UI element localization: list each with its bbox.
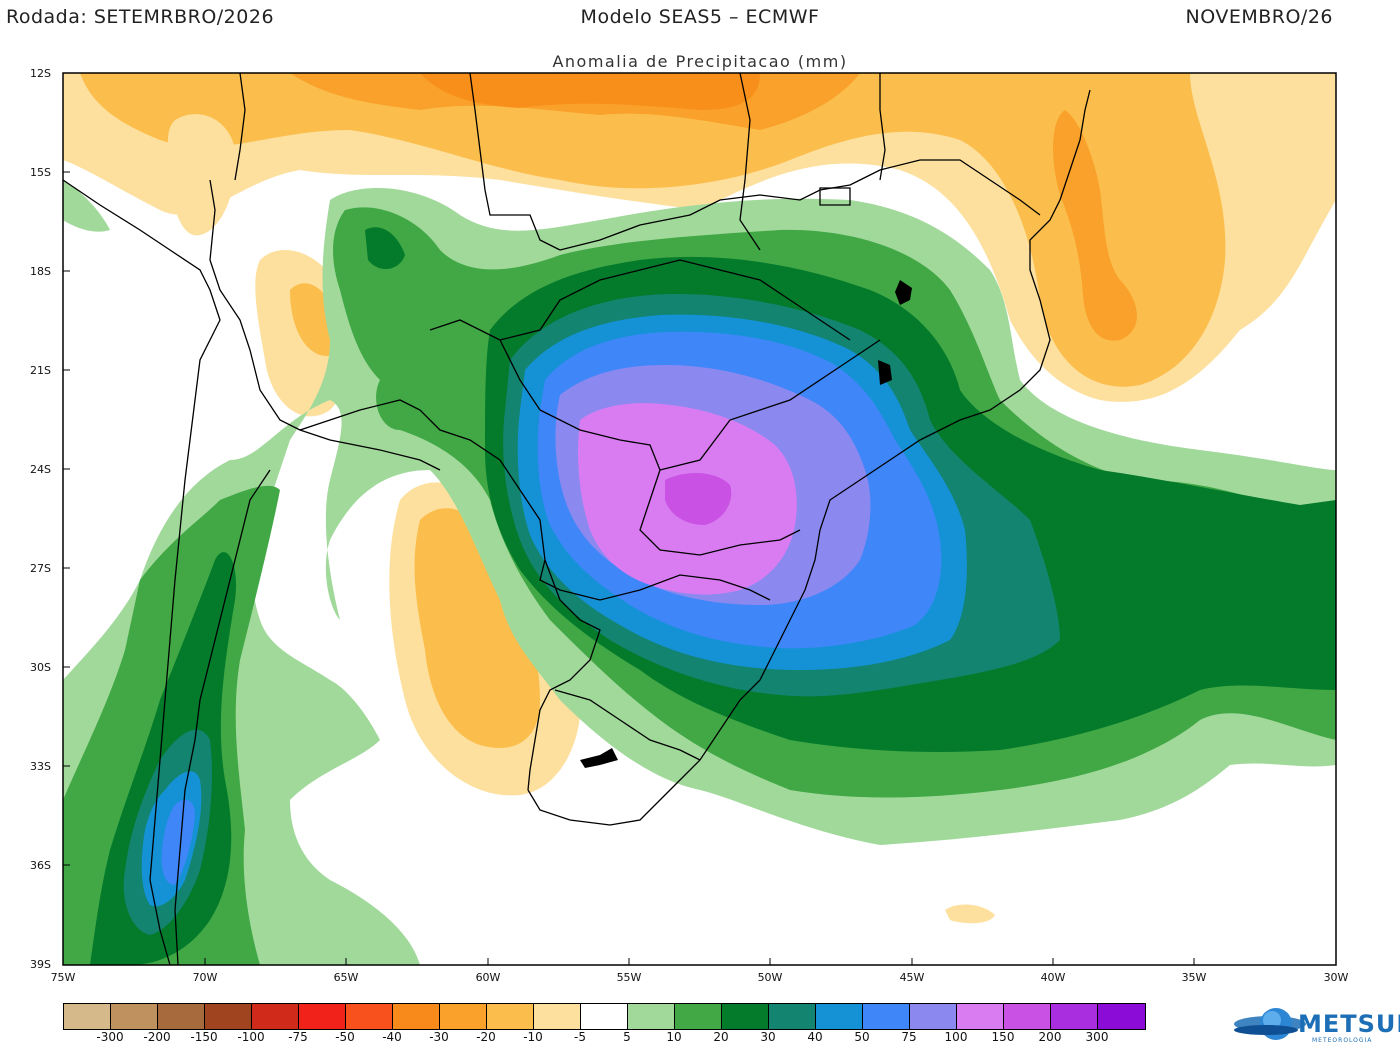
legend-swatch [534,1004,581,1029]
lat-tick: 27S [30,562,51,575]
legend-label: -30 [429,1030,449,1044]
legend-label: 20 [713,1030,729,1044]
legend-swatch [393,1004,440,1029]
lat-tick: 12S [30,67,51,80]
dry-anomaly-center [255,250,995,924]
legend-swatch [64,1004,111,1029]
lon-tick: 30W [1323,971,1349,984]
lon-tick: 45W [899,971,925,984]
legend-label: -20 [476,1030,496,1044]
legend-swatch [111,1004,158,1029]
run-label: Rodada: SETEMRBRO/2026 [6,6,275,28]
lon-tick: 50W [757,971,783,984]
legend-swatch [299,1004,346,1029]
legend-swatch [205,1004,252,1029]
legend-swatch [346,1004,393,1029]
legend-swatch [957,1004,1004,1029]
lat-tick: 21S [30,364,51,377]
legend-swatch [440,1004,487,1029]
dry-anomaly-north [63,73,1336,402]
map-subtitle: Anomalia de Precipitacao (mm) [552,52,848,71]
legend-label: -10 [523,1030,543,1044]
lon-tick: 55W [616,971,642,984]
legend-swatch [910,1004,957,1029]
model-title: Modelo SEAS5 – ECMWF [580,6,820,28]
lat-tick: 39S [30,958,51,971]
legend-label: -75 [288,1030,308,1044]
legend-label: 30 [760,1030,776,1044]
legend-label: 75 [901,1030,917,1044]
legend-label: 100 [944,1030,968,1044]
lon-tick: 65W [333,971,359,984]
legend-label: 150 [991,1030,1015,1044]
country-borders [63,73,1091,965]
legend-swatch [1051,1004,1098,1029]
lat-tick: 24S [30,463,51,476]
legend-swatch [675,1004,722,1029]
lon-tick: 40W [1040,971,1066,984]
legend-label: -50 [335,1030,355,1044]
lat-tick: 15S [30,166,51,179]
legend-swatch [1098,1004,1145,1029]
legend-label: -150 [190,1030,218,1044]
lat-tick: 36S [30,859,51,872]
lat-tick: 18S [30,265,51,278]
lakes [580,280,912,768]
legend-label: 40 [807,1030,823,1044]
legend-label: -40 [382,1030,402,1044]
lon-tick: 60W [475,971,501,984]
lon-tick: 35W [1181,971,1207,984]
legend-swatch [722,1004,769,1029]
legend-label: 5 [623,1030,631,1044]
wet-anomaly [63,180,1336,965]
legend-swatch [1004,1004,1051,1029]
legend-swatch [816,1004,863,1029]
lat-tick: 33S [30,760,51,773]
legend-swatch [252,1004,299,1029]
lon-tick: 75W [50,971,76,984]
legend-label: 200 [1038,1030,1062,1044]
legend-label: -200 [143,1030,171,1044]
map-frame [62,72,1337,966]
legend-label: 10 [666,1030,682,1044]
legend-label: 300 [1085,1030,1109,1044]
legend-swatch [863,1004,910,1029]
logo-subtitle: METEOROLOGIA [1312,1037,1373,1044]
anomaly-map [62,72,1337,966]
legend-swatch [628,1004,675,1029]
tick-marks [63,72,1195,965]
legend-label: -300 [96,1030,124,1044]
logo-name: METSUL [1298,1010,1400,1038]
legend-label: 50 [854,1030,870,1044]
legend-label: -100 [237,1030,265,1044]
legend-swatch [769,1004,816,1029]
legend-swatch [158,1004,205,1029]
legend-swatch [487,1004,534,1029]
lon-tick: 70W [192,971,218,984]
metsul-logo [1234,1008,1306,1040]
lat-tick: 30S [30,661,51,674]
color-legend [63,1003,1146,1030]
legend-label: -5 [574,1030,586,1044]
legend-swatch [581,1004,628,1029]
forecast-month: NOVEMBRO/26 [1185,6,1333,28]
